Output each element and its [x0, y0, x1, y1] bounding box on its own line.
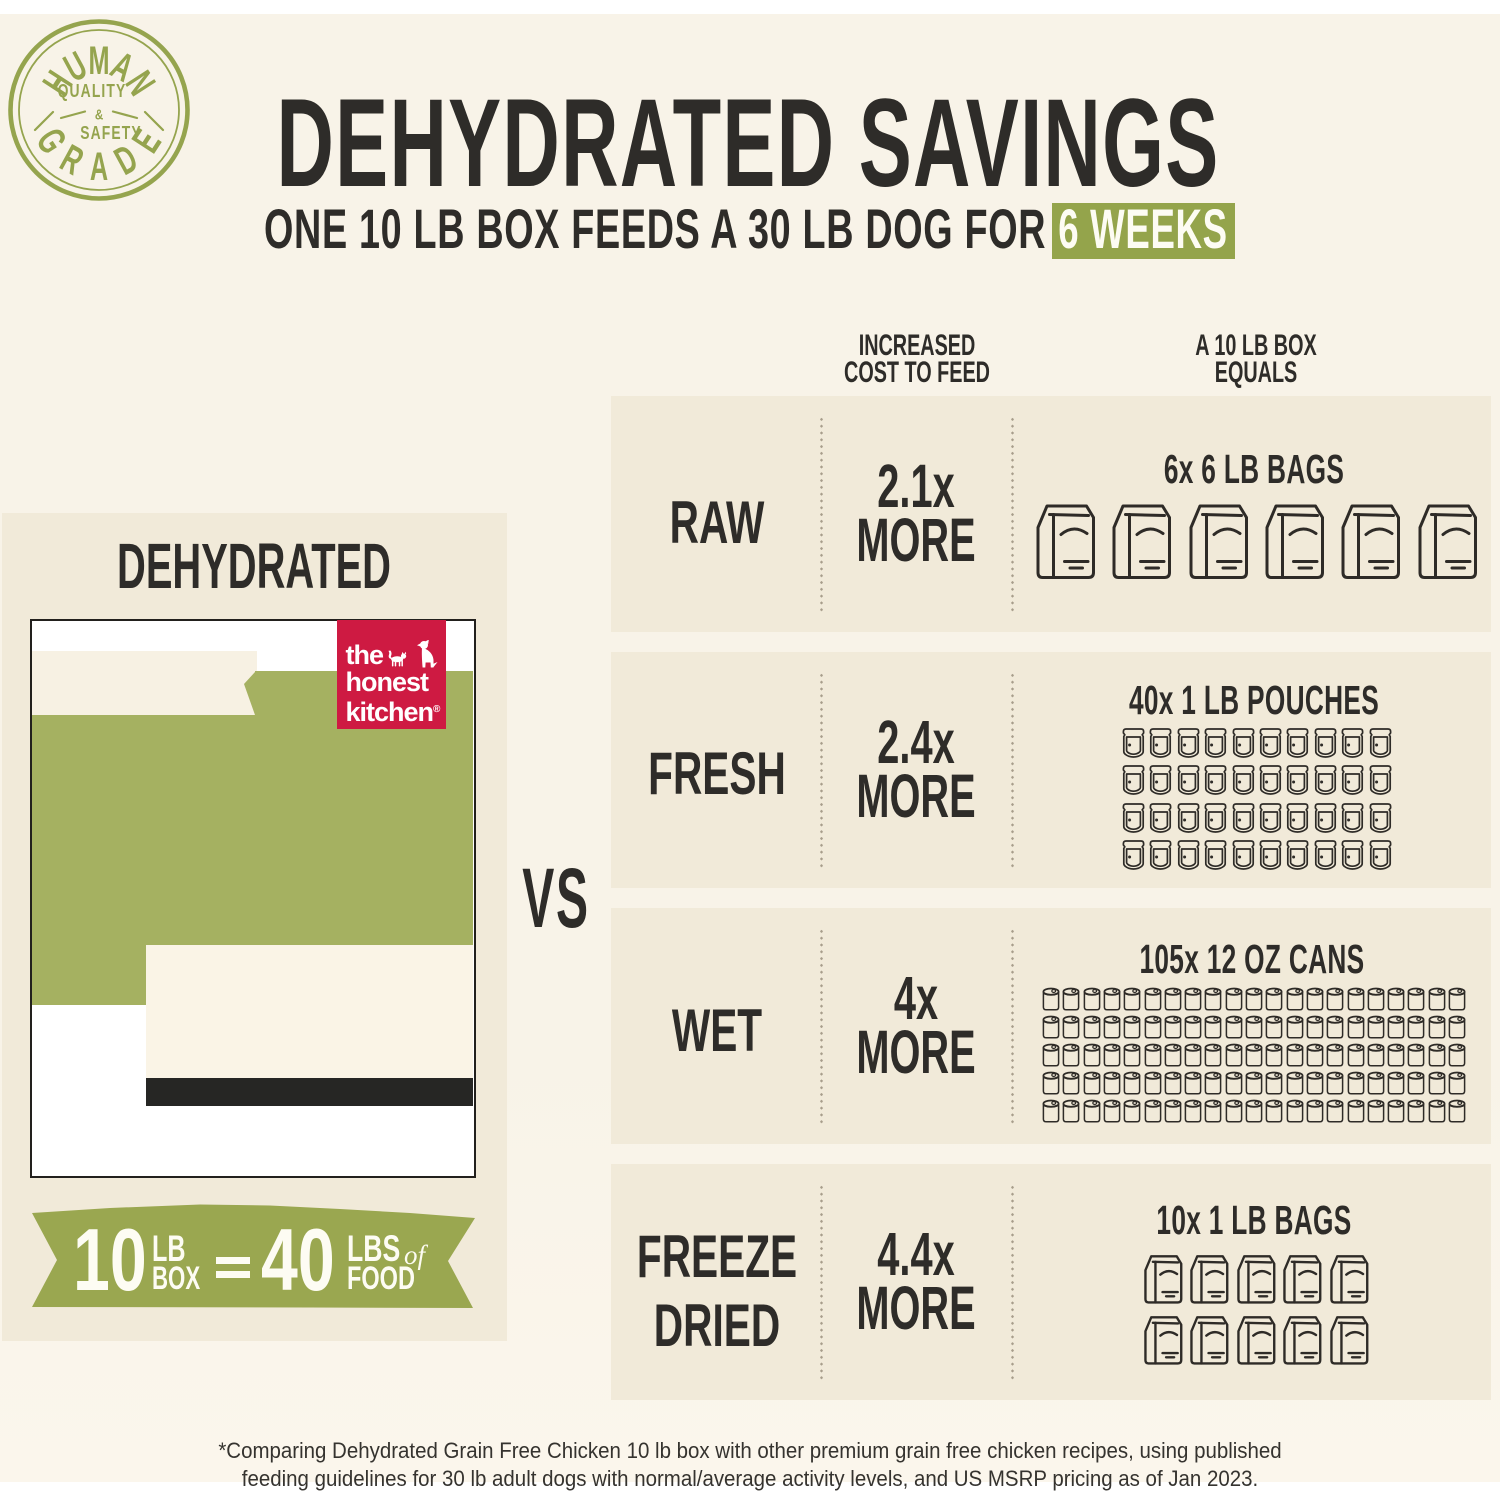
svg-text:M: M [88, 39, 109, 83]
svg-text:A: A [90, 145, 108, 189]
svg-text:QUALITY: QUALITY [58, 81, 127, 101]
svg-text:&: & [95, 106, 104, 123]
svg-text:SAFETY: SAFETY [80, 123, 141, 143]
